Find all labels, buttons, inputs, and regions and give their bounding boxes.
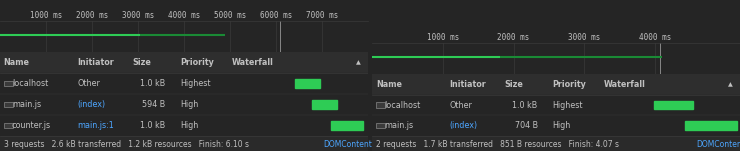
Text: localhost: localhost [12,79,48,88]
Bar [376,123,385,128]
Text: Name: Name [376,80,402,89]
Text: (index): (index) [449,121,477,130]
Text: Priority: Priority [181,58,214,67]
Bar [332,121,363,130]
Text: Highest: Highest [181,79,211,88]
Text: counter.js: counter.js [12,121,51,130]
Text: Other: Other [449,101,472,109]
Text: High: High [553,121,571,130]
Text: 3 requests   2.6 kB transferred   1.2 kB resources   Finish: 6.10 s: 3 requests 2.6 kB transferred 1.2 kB res… [4,140,249,149]
Text: 1.0 kB: 1.0 kB [513,101,538,109]
Text: Priority: Priority [553,80,586,89]
Bar [685,121,737,130]
Bar [312,100,337,109]
Bar [0,73,368,94]
Text: Initiator: Initiator [77,58,114,67]
Text: Highest: Highest [553,101,583,109]
Bar [0,115,368,136]
Text: High: High [181,121,198,130]
Bar [4,102,13,107]
Bar [4,81,13,86]
Bar [376,102,385,108]
Text: Size: Size [132,58,151,67]
Bar [0,94,368,115]
Text: 1.0 kB: 1.0 kB [141,121,166,130]
Text: 594 B: 594 B [142,100,166,109]
Text: DOMContentLoad: DOMContentLoad [323,140,391,149]
Text: Name: Name [4,58,30,67]
Bar [295,79,320,88]
Text: Initiator: Initiator [449,80,486,89]
Text: Other: Other [77,79,100,88]
Bar [372,95,740,115]
Text: 704 B: 704 B [514,121,538,130]
Text: Size: Size [505,80,523,89]
Bar [4,123,13,128]
Text: 2 requests   1.7 kB transferred   851 B resources   Finish: 4.07 s: 2 requests 1.7 kB transferred 851 B reso… [376,140,619,149]
Bar [653,101,693,109]
Text: ▲: ▲ [728,82,733,87]
Text: main.js: main.js [12,100,41,109]
Text: (index): (index) [77,100,105,109]
Text: 1.0 kB: 1.0 kB [141,79,166,88]
Bar [372,115,740,136]
Text: Waterfall: Waterfall [604,80,646,89]
Text: main.js:1: main.js:1 [77,121,114,130]
Text: High: High [181,100,198,109]
Text: DOMContentLoad: DOMContentLoad [696,140,740,149]
Text: main.js: main.js [384,121,413,130]
Text: localhost: localhost [384,101,420,109]
Text: ▲: ▲ [356,60,360,65]
Text: Waterfall: Waterfall [232,58,274,67]
